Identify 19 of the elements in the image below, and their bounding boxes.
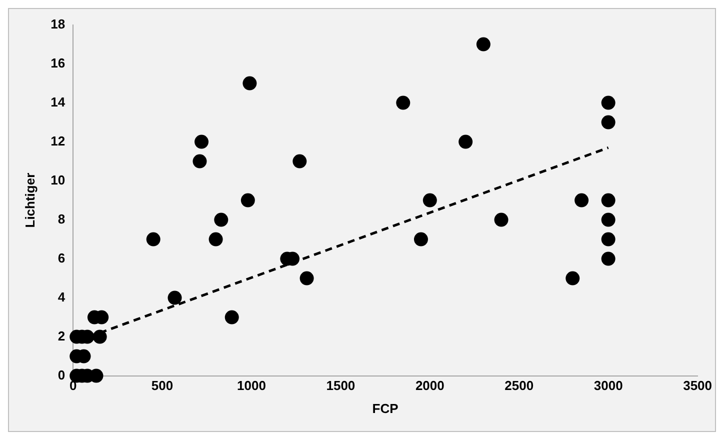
y-tick-label: 10 bbox=[50, 172, 66, 188]
y-tick-label: 14 bbox=[50, 94, 66, 110]
x-tick-label: 3000 bbox=[594, 378, 623, 394]
y-tick-label: 18 bbox=[50, 16, 66, 32]
y-tick-label: 0 bbox=[58, 367, 66, 382]
x-tick-label: 1500 bbox=[326, 378, 356, 394]
y-axis-title: Lichtiger bbox=[22, 172, 38, 228]
x-tick-label: 500 bbox=[151, 378, 174, 394]
y-tick-label: 4 bbox=[58, 289, 66, 304]
y-tick-label: 2 bbox=[58, 328, 66, 344]
x-tick-label: 2000 bbox=[415, 378, 444, 394]
y-tick-label: 12 bbox=[50, 133, 66, 148]
y-tick-label: 8 bbox=[58, 211, 66, 226]
x-axis-title: FCP bbox=[372, 400, 399, 416]
x-tick-label: 3500 bbox=[683, 378, 712, 394]
y-tick-label: 16 bbox=[50, 55, 66, 70]
y-tick-label: 6 bbox=[58, 250, 66, 266]
x-tick-label: 2500 bbox=[504, 378, 534, 394]
x-tick-label: 1000 bbox=[237, 378, 266, 394]
